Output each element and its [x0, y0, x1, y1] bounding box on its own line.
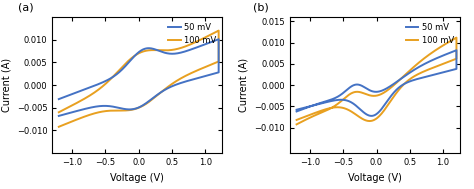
Text: (a): (a) — [18, 3, 34, 13]
Legend: 50 mV, 100 mV: 50 mV, 100 mV — [404, 21, 456, 47]
Text: (b): (b) — [253, 3, 268, 13]
X-axis label: Voltage (V): Voltage (V) — [110, 173, 164, 183]
X-axis label: Voltage (V): Voltage (V) — [348, 173, 402, 183]
Y-axis label: Current (A): Current (A) — [239, 58, 249, 112]
Legend: 50 mV, 100 mV: 50 mV, 100 mV — [166, 21, 218, 47]
Y-axis label: Current (A): Current (A) — [1, 58, 11, 112]
